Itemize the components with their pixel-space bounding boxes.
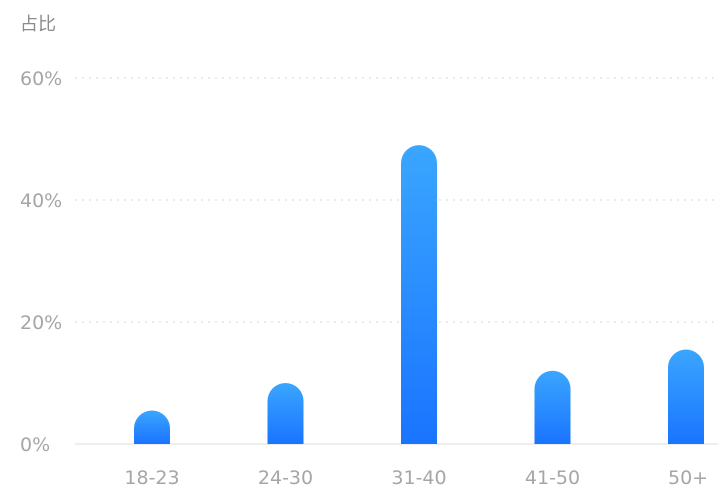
y-tick-label: 20% xyxy=(20,312,62,334)
y-tick-label: 0% xyxy=(20,434,50,456)
x-tick-label: 50+ xyxy=(668,467,708,487)
bar-24-30 xyxy=(267,383,304,444)
x-tick-label: 24-30 xyxy=(258,467,313,487)
bar-31-40 xyxy=(401,145,437,444)
bars xyxy=(134,145,704,444)
x-tick-labels: 18-23 24-30 31-40 41-50 50+ xyxy=(124,467,708,487)
grid-lines xyxy=(75,77,718,445)
bar-41-50 xyxy=(534,370,571,444)
x-tick-label: 31-40 xyxy=(391,467,446,487)
bar-50+ xyxy=(668,349,704,444)
y-axis-label: 占比 xyxy=(20,14,56,35)
y-tick-label: 40% xyxy=(20,190,62,212)
y-tick-label: 60% xyxy=(20,68,62,90)
y-tick-labels: 0% 20% 40% 60% xyxy=(20,68,62,456)
x-tick-label: 41-50 xyxy=(525,467,580,487)
bar-18-23 xyxy=(134,410,170,444)
x-tick-label: 18-23 xyxy=(124,467,179,487)
